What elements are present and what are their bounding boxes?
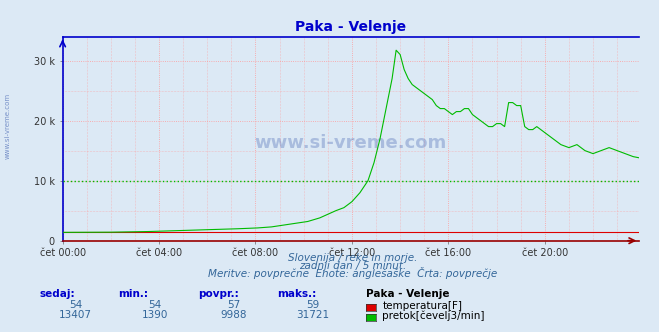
- Text: 57: 57: [227, 300, 241, 310]
- Text: 9988: 9988: [221, 310, 247, 320]
- Text: www.si-vreme.com: www.si-vreme.com: [5, 93, 11, 159]
- Text: maks.:: maks.:: [277, 289, 316, 299]
- Text: 1390: 1390: [142, 310, 168, 320]
- Text: Slovenija / reke in morje.: Slovenija / reke in morje.: [288, 253, 417, 263]
- Text: zadnji dan / 5 minut.: zadnji dan / 5 minut.: [299, 261, 406, 271]
- Title: Paka - Velenje: Paka - Velenje: [295, 20, 407, 34]
- Text: 31721: 31721: [297, 310, 330, 320]
- Text: www.si-vreme.com: www.si-vreme.com: [255, 134, 447, 152]
- Text: temperatura[F]: temperatura[F]: [382, 301, 462, 311]
- Text: Meritve: povprečne  Enote: anglešaške  Črta: povprečje: Meritve: povprečne Enote: anglešaške Črt…: [208, 267, 497, 279]
- Text: 13407: 13407: [59, 310, 92, 320]
- Text: min.:: min.:: [119, 289, 149, 299]
- Text: 54: 54: [148, 300, 161, 310]
- Text: 54: 54: [69, 300, 82, 310]
- Text: sedaj:: sedaj:: [40, 289, 75, 299]
- Text: Paka - Velenje: Paka - Velenje: [366, 289, 449, 299]
- Text: 59: 59: [306, 300, 320, 310]
- Text: povpr.:: povpr.:: [198, 289, 239, 299]
- Text: pretok[čevelj3/min]: pretok[čevelj3/min]: [382, 311, 485, 321]
